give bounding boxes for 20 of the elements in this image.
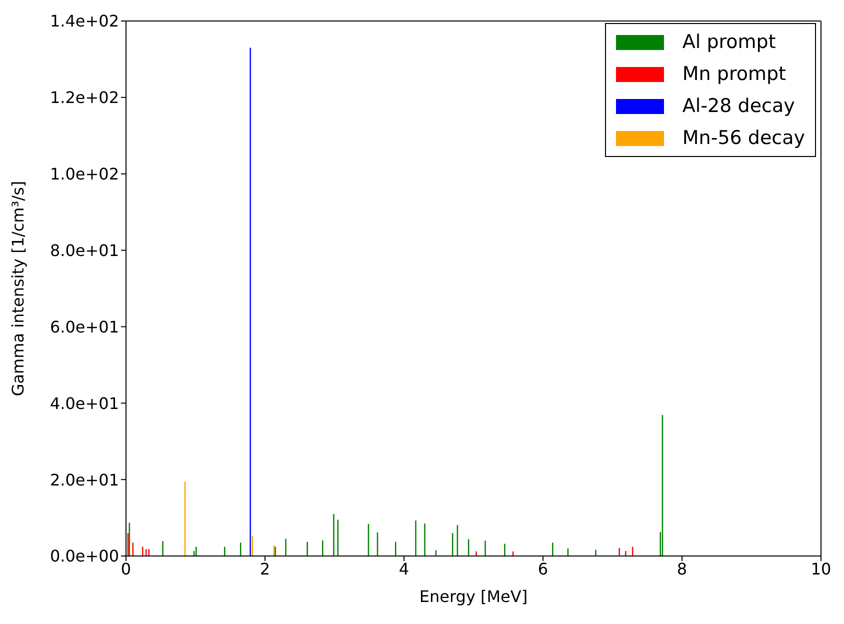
- legend-label: Mn prompt: [682, 63, 786, 85]
- x-tick-label: 4: [398, 559, 410, 578]
- y-tick-label: 6.0e+01: [50, 317, 119, 336]
- x-tick-label: 8: [676, 559, 688, 578]
- legend-label: Al prompt: [682, 31, 776, 53]
- y-tick-label: 1.4e+02: [50, 12, 119, 31]
- y-tick-label: 8.0e+01: [50, 240, 119, 260]
- legend-label: Mn-56 decay: [682, 127, 805, 149]
- x-tick-label: 0: [120, 559, 132, 578]
- y-axis-title: Gamma intensity [1/cm³/s]: [8, 180, 28, 396]
- x-tick-label: 6: [538, 559, 548, 578]
- y-tick-label: 4.0e+01: [50, 394, 119, 413]
- y-tick-label: 1.0e+02: [50, 164, 119, 184]
- y-tick-label: 1.2e+02: [50, 88, 119, 108]
- y-tick-label: 0.0e+00: [50, 546, 119, 566]
- legend-label: Al-28 decay: [682, 95, 795, 117]
- x-tick-label: 10: [810, 559, 832, 578]
- x-axis-title: Energy [MeV]: [419, 587, 528, 606]
- x-tick-label: 2: [260, 559, 270, 578]
- y-tick-label: 2.0e+01: [50, 470, 119, 490]
